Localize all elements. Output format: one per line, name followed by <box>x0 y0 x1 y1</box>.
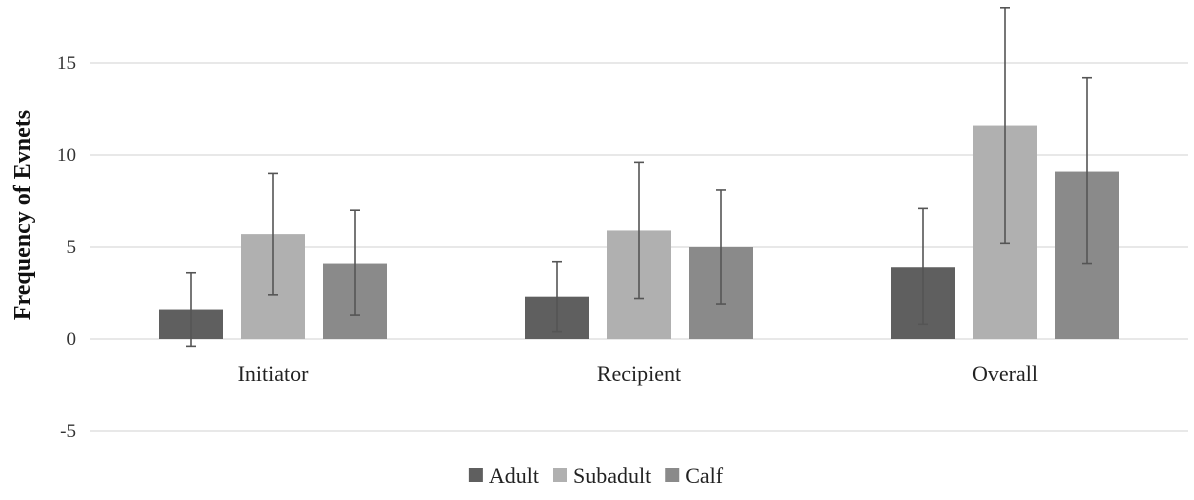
legend-label: Adult <box>489 463 539 488</box>
error-bar-calf-overall <box>1082 76 1092 265</box>
legend-swatch <box>553 468 567 482</box>
error-bar-calf-initiator <box>350 209 360 316</box>
legend-item-adult: Adult <box>468 463 539 488</box>
x-category-label: Overall <box>972 361 1038 386</box>
y-tick-label: 0 <box>67 329 77 350</box>
y-axis-label: Frequency of Evnets <box>10 110 36 320</box>
y-tick-label: 10 <box>57 145 76 166</box>
error-bar-calf-recipient <box>716 189 726 305</box>
error-bar-subadult-initiator <box>268 172 278 296</box>
error-bar-subadult-recipient <box>634 161 644 300</box>
legend-swatch <box>665 468 680 482</box>
legend: Adult Subadult Calf <box>468 463 724 488</box>
y-axis-ticks: 15 10 5 0 -5 <box>57 53 76 442</box>
error-bar-subadult-overall <box>1000 7 1010 245</box>
legend-item-calf: Calf <box>665 463 724 488</box>
y-tick-label: 5 <box>67 237 77 258</box>
legend-label: Subadult <box>573 463 651 488</box>
y-tick-label: 15 <box>57 53 76 74</box>
error-bar-adult-initiator <box>186 271 196 348</box>
x-category-label: Initiator <box>238 361 310 386</box>
legend-label: Calf <box>685 463 724 488</box>
legend-item-subadult: Subadult <box>553 463 651 488</box>
legend-swatch <box>468 468 483 482</box>
y-tick-label: -5 <box>60 421 76 442</box>
error-bar-adult-recipient <box>552 260 562 333</box>
x-axis-categories: Initiator Recipient Overall <box>238 361 1038 386</box>
error-bars <box>186 7 1092 348</box>
error-bar-adult-overall <box>918 207 928 326</box>
x-category-label: Recipient <box>597 361 681 386</box>
